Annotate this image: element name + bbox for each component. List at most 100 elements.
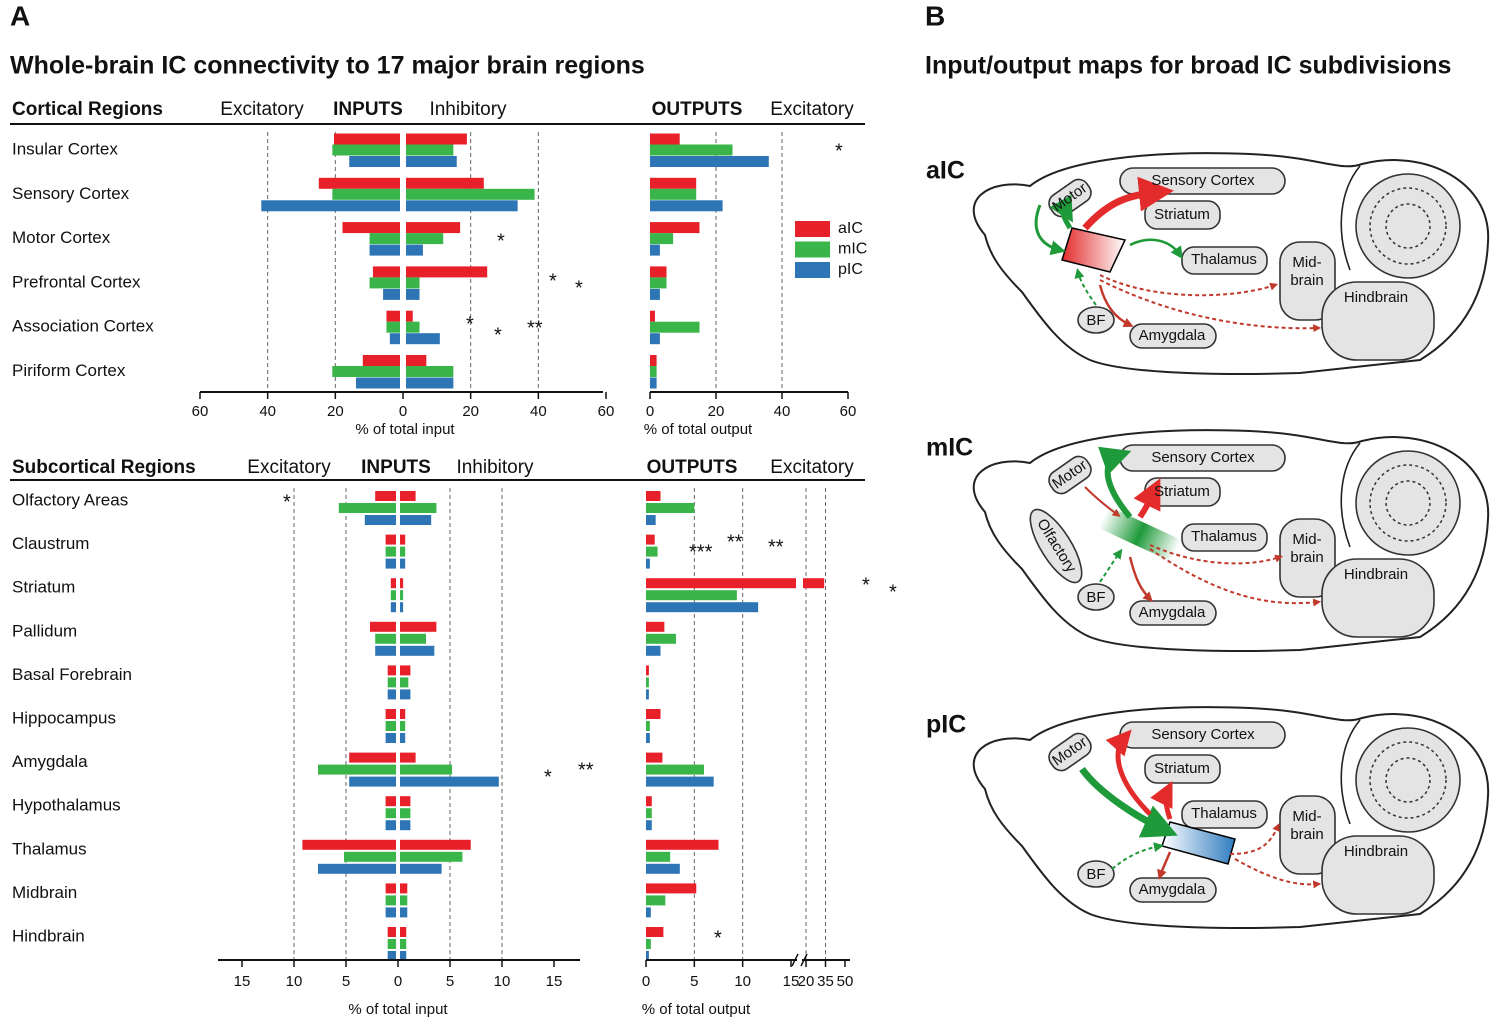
- bar: [646, 776, 714, 787]
- bar: [646, 590, 737, 601]
- x-tick-label: 50: [837, 973, 854, 990]
- legend-swatch: [795, 262, 830, 278]
- bar: [318, 863, 396, 874]
- bar: [400, 764, 452, 775]
- bar: [400, 808, 411, 819]
- bar: [318, 177, 400, 189]
- arrow: [1099, 274, 1279, 297]
- region-label: Striatum: [1154, 206, 1210, 223]
- bar: [650, 310, 655, 322]
- bar: [646, 863, 680, 874]
- bar: [646, 764, 704, 775]
- bar: [334, 133, 400, 145]
- x-tick-label: 0: [642, 973, 650, 990]
- header: Excitatory: [770, 457, 854, 478]
- brain-diagram-aic: [972, 152, 1490, 375]
- bar: [400, 951, 407, 961]
- bar: [646, 883, 697, 894]
- category-label: Hippocampus: [12, 708, 116, 727]
- bar: [646, 808, 652, 819]
- bar: [646, 951, 649, 961]
- bar: [385, 895, 396, 906]
- category-label: Amygdala: [12, 752, 88, 771]
- bar: [400, 820, 411, 831]
- bar: [400, 491, 416, 501]
- category-label: Striatum: [12, 578, 75, 597]
- bar: [389, 333, 400, 345]
- bar: [385, 796, 396, 807]
- region-label: Amygdala: [1139, 327, 1206, 344]
- bar: [646, 645, 661, 656]
- x-tick-label: 20: [798, 973, 815, 990]
- significance: *: [862, 574, 870, 596]
- bar: [387, 665, 396, 676]
- bar: [646, 515, 656, 525]
- category-label: Piriform Cortex: [12, 361, 126, 380]
- bar: [370, 621, 396, 632]
- brain-diagram-pic: [972, 706, 1490, 929]
- bar: [356, 377, 400, 389]
- diagram-label: mIC: [926, 434, 973, 462]
- arrow: [1111, 842, 1164, 870]
- panel-title: Whole-brain IC connectivity to 17 major …: [10, 52, 645, 80]
- bar: [650, 366, 657, 377]
- x-tick-label: 35: [817, 973, 834, 990]
- x-axis-label: % of total output: [642, 1001, 751, 1018]
- arrow: [1157, 851, 1172, 880]
- panel-label: A: [10, 0, 30, 31]
- header: INPUTS: [333, 99, 403, 120]
- region-label: Striatum: [1154, 760, 1210, 777]
- significance: *: [283, 491, 291, 513]
- arrow: [1105, 729, 1152, 816]
- significance: *: [544, 766, 552, 788]
- bar: [400, 633, 426, 644]
- bar: [406, 288, 420, 300]
- bar: [387, 951, 396, 961]
- bar: [646, 677, 649, 688]
- bar: [406, 277, 420, 289]
- bar: [650, 288, 660, 300]
- brain-diagram-mic: [972, 429, 1490, 652]
- category-label: Thalamus: [12, 839, 87, 858]
- bar: [400, 677, 409, 688]
- x-tick-label: 15: [783, 973, 800, 990]
- axis-break: [800, 953, 808, 967]
- bar: [400, 689, 411, 700]
- bar: [646, 895, 666, 906]
- bar: [406, 133, 467, 145]
- x-tick-label: 20: [462, 403, 479, 420]
- bar: [646, 733, 650, 743]
- bar: [406, 366, 454, 377]
- bar: [385, 558, 396, 569]
- category-label: Sensory Cortex: [12, 184, 130, 203]
- legend-label: aIC: [838, 220, 863, 237]
- bar: [400, 578, 404, 589]
- header: Inhibitory: [429, 99, 507, 120]
- category-label: Midbrain: [12, 883, 77, 902]
- x-tick-label: 10: [286, 973, 303, 990]
- bar: [400, 776, 499, 787]
- arrow: [1049, 194, 1073, 230]
- x-tick-label: 15: [234, 973, 251, 990]
- diagram-label: aIC: [926, 157, 965, 185]
- bar: [406, 222, 461, 234]
- legend-swatch: [795, 221, 830, 237]
- bar: [650, 200, 723, 212]
- x-tick-label: 0: [399, 403, 407, 420]
- category-label: Motor Cortex: [12, 228, 111, 247]
- region-label: Amygdala: [1139, 881, 1206, 898]
- x-tick-label: 5: [342, 973, 350, 990]
- region-label: Mid-: [1292, 808, 1321, 825]
- region-label: brain: [1290, 549, 1323, 566]
- bar: [406, 321, 420, 333]
- bar: [349, 776, 396, 787]
- bar: [646, 752, 663, 763]
- region-label: Hindbrain: [1344, 843, 1408, 860]
- bar: [369, 277, 400, 289]
- bar: [400, 721, 406, 731]
- header: Excitatory: [770, 99, 854, 120]
- bar: [646, 907, 651, 918]
- bar: [650, 222, 700, 234]
- bar: [318, 764, 396, 775]
- bar: [406, 310, 413, 322]
